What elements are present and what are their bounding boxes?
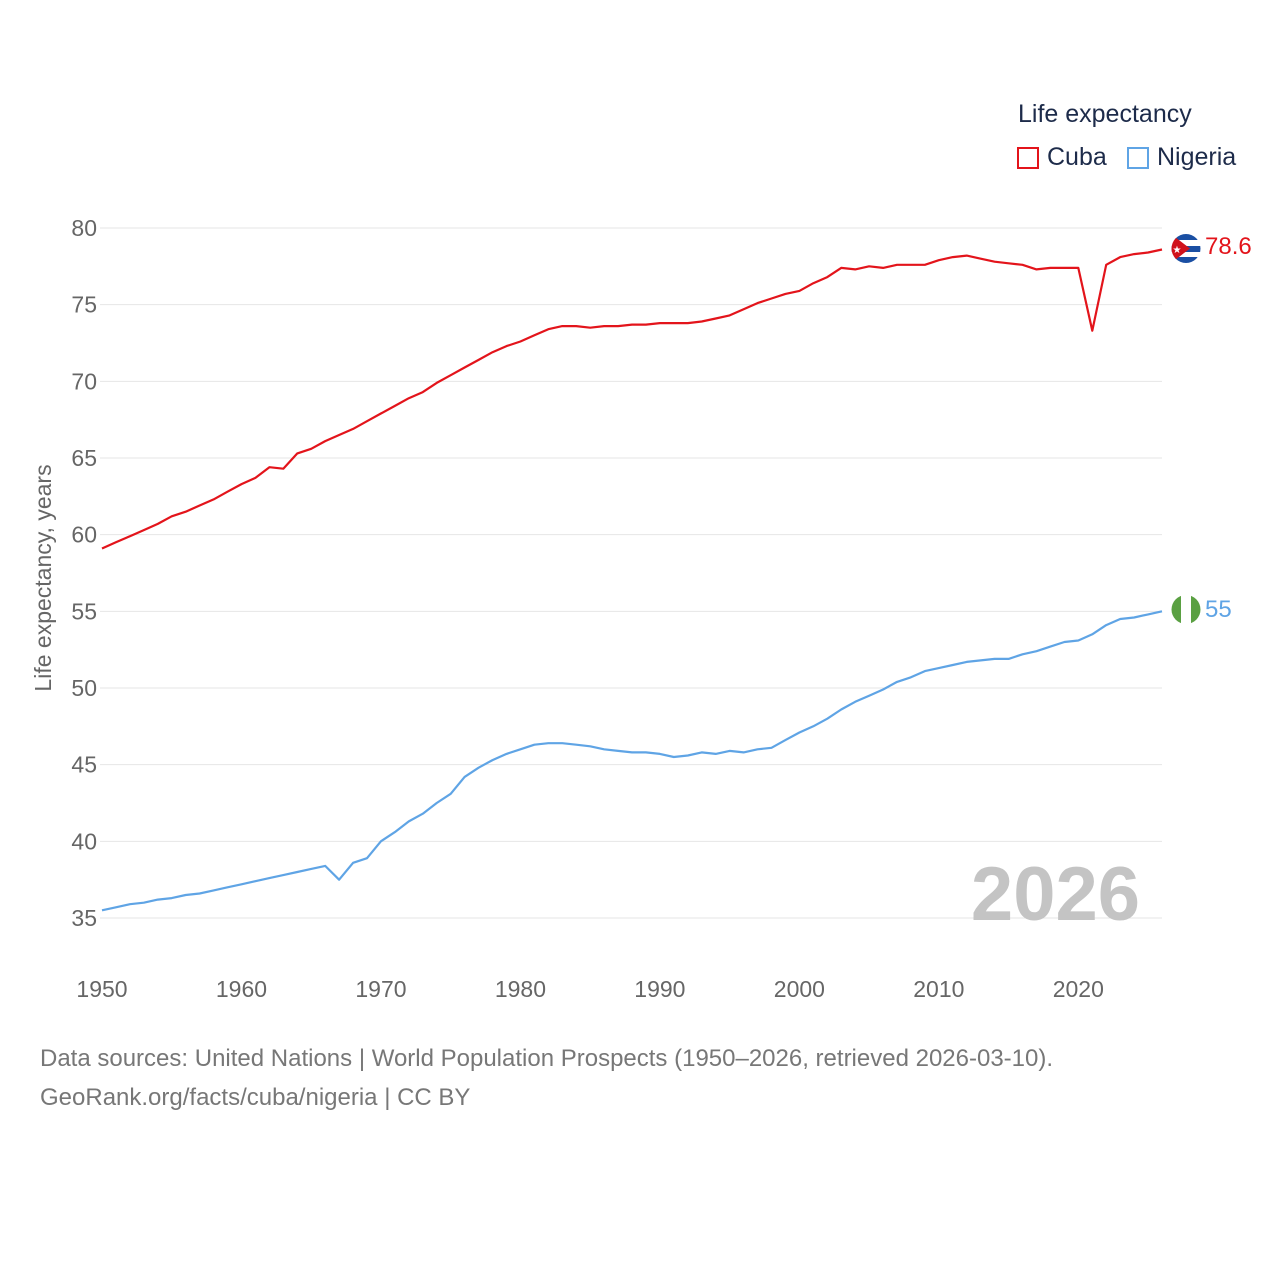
year-watermark: 2026 bbox=[971, 852, 1140, 937]
series-line-cuba bbox=[101, 248, 1163, 550]
x-tick-label: 2020 bbox=[1053, 976, 1104, 1002]
y-tick-label: 70 bbox=[71, 368, 97, 394]
nigeria-flag-icon bbox=[1171, 595, 1201, 624]
grid-lines bbox=[100, 227, 1162, 919]
legend-label-cuba: Cuba bbox=[1047, 143, 1107, 171]
y-tick-label: 65 bbox=[71, 445, 97, 471]
x-axis-ticks: 1950 1960 1970 1980 1990 2000 2010 2020 bbox=[76, 976, 1103, 1002]
x-tick-label: 1980 bbox=[495, 976, 546, 1002]
y-tick-label: 55 bbox=[71, 598, 97, 624]
y-axis-title: Life expectancy, years bbox=[30, 464, 56, 691]
x-tick-label: 2000 bbox=[774, 976, 825, 1002]
y-tick-label: 60 bbox=[71, 522, 97, 548]
legend-item-nigeria[interactable]: Nigeria bbox=[1127, 143, 1236, 172]
cuba-flag-icon: ★ bbox=[1171, 234, 1201, 263]
y-tick-label: 35 bbox=[71, 905, 97, 931]
legend-swatch-cuba bbox=[1017, 146, 1039, 169]
legend-title: Life expectancy bbox=[1018, 100, 1192, 128]
y-tick-label: 80 bbox=[71, 215, 97, 241]
series-lines bbox=[101, 248, 1163, 912]
y-axis-ticks: 35 40 45 50 55 60 65 70 75 80 bbox=[71, 215, 97, 931]
legend-item-cuba[interactable]: Cuba bbox=[1017, 143, 1107, 172]
svg-text:★: ★ bbox=[1173, 245, 1182, 256]
attribution-note: GeoRank.org/facts/cuba/nigeria | CC BY bbox=[40, 1084, 471, 1111]
nigeria-end-label: 55 bbox=[1205, 596, 1232, 623]
series-line-nigeria bbox=[101, 610, 1163, 912]
data-sources-note: Data sources: United Nations | World Pop… bbox=[40, 1045, 1054, 1072]
y-tick-label: 50 bbox=[71, 675, 97, 701]
y-tick-label: 45 bbox=[71, 752, 97, 778]
y-tick-label: 40 bbox=[71, 828, 97, 854]
x-tick-label: 1970 bbox=[355, 976, 406, 1002]
cuba-end-label: 78.6 bbox=[1205, 233, 1252, 260]
x-tick-label: 1960 bbox=[216, 976, 267, 1002]
x-tick-label: 1950 bbox=[76, 976, 127, 1002]
x-tick-label: 1990 bbox=[634, 976, 685, 1002]
legend-label-nigeria: Nigeria bbox=[1157, 143, 1237, 171]
x-tick-label: 2010 bbox=[913, 976, 964, 1002]
y-tick-label: 75 bbox=[71, 292, 97, 318]
legend-swatch-nigeria bbox=[1127, 146, 1149, 169]
